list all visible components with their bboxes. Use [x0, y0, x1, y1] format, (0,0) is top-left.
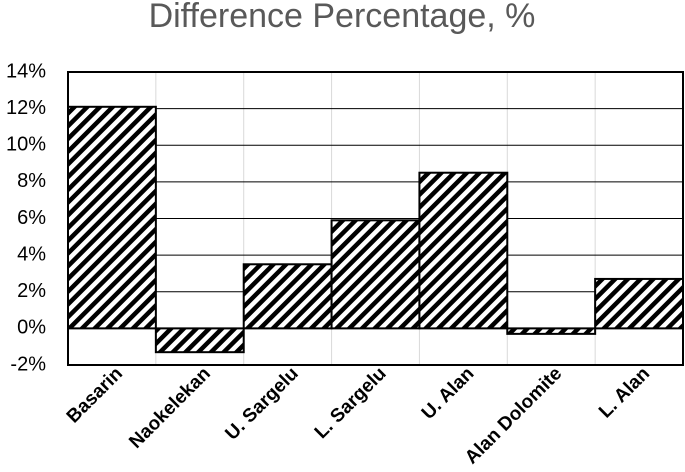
bar [506, 327, 597, 335]
bar [154, 327, 245, 354]
plot-border [67, 71, 684, 366]
x-tick-label: U. Sargelu [221, 363, 302, 444]
x-tick-label: U. Alan [418, 363, 479, 424]
bar [594, 277, 685, 330]
chart-title: Difference Percentage, % [149, 0, 536, 35]
y-tick-label: 4% [17, 243, 46, 265]
bar [67, 105, 157, 330]
y-tick-label: 12% [6, 97, 46, 119]
y-tick-label: 0% [17, 317, 46, 339]
bar [418, 171, 509, 330]
x-tick-label: Basarin [63, 363, 127, 427]
y-tick-label: 6% [17, 207, 46, 229]
y-tick-label: 8% [17, 170, 46, 192]
bar [330, 219, 421, 330]
y-tick-label: 10% [6, 134, 46, 156]
x-tick-label: Naokelekan [125, 363, 215, 453]
x-tick-label: L. Sargelu [311, 363, 391, 443]
y-tick-label: 14% [6, 60, 46, 82]
y-tick-label: 2% [17, 280, 46, 302]
x-tick-label: L. Alan [595, 363, 654, 422]
bar [242, 263, 333, 330]
y-tick-label: -2% [10, 353, 46, 375]
